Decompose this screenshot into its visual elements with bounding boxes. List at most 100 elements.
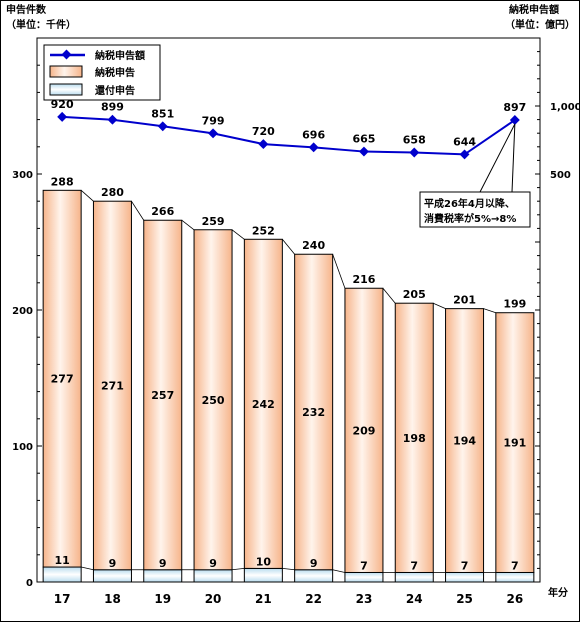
right-axis: 500 1,000 — [535, 37, 580, 583]
right-axis-unit: （単位：億円） — [505, 18, 575, 31]
bar-total-label: 288 — [51, 175, 74, 188]
bar-refund — [193, 569, 233, 583]
line-value-label: 799 — [202, 114, 225, 127]
bar-total-label: 205 — [403, 288, 426, 301]
connector-total — [433, 302, 446, 310]
line-value-label: 897 — [503, 101, 526, 114]
bar-payment-label: 257 — [151, 389, 174, 402]
bar-payment — [495, 312, 535, 573]
x-tick-label: 17 — [54, 592, 71, 606]
connector-total — [483, 308, 496, 314]
bar-refund-label: 11 — [54, 554, 69, 567]
right-tick-label: 500 — [550, 170, 571, 181]
bar-total-label: 199 — [503, 298, 526, 311]
bar-refund-label: 9 — [109, 557, 117, 570]
connector-total — [131, 200, 145, 221]
legend-swatch-payment — [49, 65, 83, 78]
x-tick-label: 22 — [305, 592, 322, 606]
bar-refund-label: 7 — [461, 559, 469, 572]
annotation-line1: 平成26年4月以降、 — [424, 197, 515, 210]
bar-refund — [394, 571, 434, 583]
line-value-label: 665 — [352, 133, 375, 146]
connector-total — [332, 254, 346, 289]
annotation-box — [419, 191, 531, 228]
bar-refund — [243, 567, 283, 583]
left-axis-unit: （単位：千件） — [6, 18, 76, 31]
bar-refund-label: 7 — [511, 559, 519, 572]
bar-payment — [394, 302, 434, 573]
line-series: 920 899 851 799 720 696 665 658 644 897 — [51, 98, 526, 160]
left-tick-label: 100 — [12, 442, 33, 453]
bar-total-label: 201 — [453, 294, 476, 307]
connector-total — [181, 219, 195, 231]
bar-value-labels: 288 277 11 280 271 9 266 257 9 259 250 9 252 242 10 240… — [51, 175, 527, 572]
x-tick-label: 18 — [104, 592, 121, 606]
bar-payment — [42, 189, 82, 568]
bar-payment — [92, 200, 132, 571]
bar-total-label: 252 — [252, 224, 275, 237]
left-axis: 0 100 200 300 — [12, 37, 42, 589]
x-axis: 17 18 19 20 21 22 23 24 25 26 — [54, 592, 523, 606]
line-point — [107, 114, 118, 125]
x-tick-label: 26 — [506, 592, 523, 606]
line-point — [409, 147, 420, 158]
bar-refund — [445, 571, 485, 583]
bar-refund-label: 7 — [360, 559, 368, 572]
annotation-pointer — [479, 123, 516, 193]
bar-payment-label: 191 — [503, 437, 526, 450]
bar-payment — [143, 219, 183, 571]
annotation: 平成26年4月以降、 消費税率が5%→8% — [419, 123, 531, 228]
bar-total-label: 216 — [352, 273, 375, 286]
bar-payment-label: 198 — [403, 432, 426, 445]
line-point — [359, 146, 369, 157]
legend: 納税申告額 納税申告 還付申告 — [43, 44, 161, 101]
bar-refund-label: 9 — [159, 557, 167, 570]
legend-line-marker — [61, 49, 72, 60]
left-tick-label: 0 — [26, 578, 33, 589]
bar-refund — [344, 571, 384, 583]
bar-total-label: 280 — [101, 186, 124, 199]
line-value-label: 920 — [51, 98, 74, 111]
line-point — [208, 128, 218, 139]
connector-total — [382, 287, 396, 304]
connector-total — [80, 190, 94, 202]
right-axis-title: 納税申告額 — [509, 3, 559, 16]
left-axis-title: 申告件数 — [6, 3, 47, 16]
bar-payment-label: 250 — [202, 394, 225, 407]
line-value-label: 644 — [453, 135, 476, 148]
bar-refund-label: 9 — [209, 557, 217, 570]
line-value-label: 851 — [151, 107, 174, 120]
x-tick-label: 25 — [456, 592, 473, 606]
line-value-label: 658 — [403, 134, 426, 147]
line-payment-amount — [62, 115, 516, 156]
bar-total-label: 266 — [151, 205, 174, 218]
legend-label-payment: 納税申告 — [95, 66, 135, 79]
legend-label-refund: 還付申告 — [95, 84, 135, 97]
x-tick-label: 21 — [255, 592, 272, 606]
bar-payment — [344, 287, 384, 573]
line-value-label: 720 — [252, 125, 275, 138]
left-tick-label: 200 — [12, 306, 33, 317]
connector-refund — [81, 566, 94, 571]
left-tick-label: 300 — [12, 170, 33, 181]
legend-label-line: 納税申告額 — [95, 49, 145, 62]
bar-refund — [495, 571, 535, 583]
bar-payment — [193, 229, 233, 571]
line-point — [308, 142, 319, 153]
bar-payment-label: 232 — [302, 406, 325, 419]
line-value-label: 696 — [302, 128, 325, 141]
bar-refund — [92, 569, 132, 583]
bar-payment-label: 194 — [453, 435, 476, 448]
connector-refund — [332, 569, 346, 573]
line-point — [157, 121, 168, 132]
bar-payment — [445, 308, 485, 573]
x-axis-unit: 年分 — [548, 586, 568, 599]
bar-payment — [294, 253, 334, 571]
connector-total — [231, 229, 245, 240]
bar-payment-label: 209 — [352, 424, 375, 437]
bar-total-label: 240 — [302, 239, 325, 252]
line-point — [459, 149, 470, 160]
bar-payment-label: 242 — [252, 398, 275, 411]
line-point — [57, 111, 68, 122]
bar-payment — [243, 238, 283, 569]
